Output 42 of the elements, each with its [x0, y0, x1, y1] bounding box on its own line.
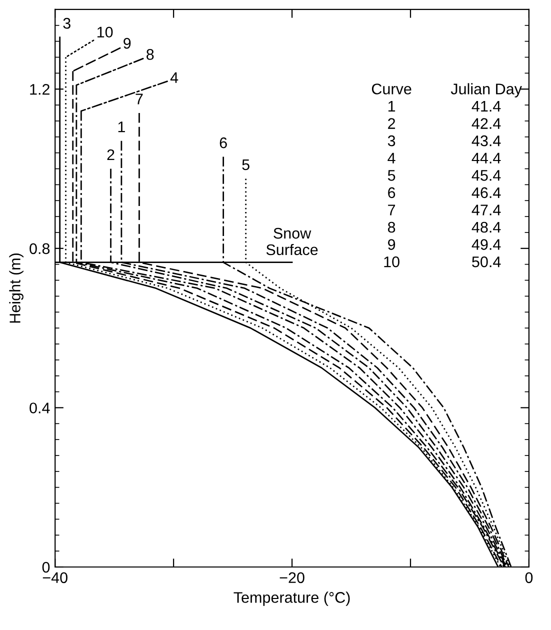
annotation: Julian Day	[450, 83, 522, 98]
annotation: 43.4	[472, 135, 501, 146]
annotation: 45.4	[472, 170, 501, 181]
legend-label: 3	[63, 18, 70, 29]
x-tick-label: −40	[42, 572, 68, 584]
annotation: 2	[388, 118, 396, 129]
annotation: 1	[388, 101, 396, 112]
legend-label: 8	[146, 49, 154, 60]
annotation: 6	[388, 187, 396, 198]
annotation: 9	[388, 239, 396, 250]
annotation: 8	[388, 222, 396, 233]
legend-label: 9	[124, 38, 131, 49]
series-label: 2	[107, 149, 114, 160]
text: 10	[97, 26, 113, 38]
annotation: 7	[388, 204, 396, 216]
series-label: 7	[136, 94, 143, 104]
annotation: 4	[388, 152, 396, 164]
annotation: 41.4	[472, 101, 501, 112]
y-tick-label: 0.8	[30, 243, 50, 254]
annotation: 5	[388, 170, 396, 181]
annotation: 44.4	[472, 152, 501, 164]
annotation: Curve	[372, 84, 412, 94]
series-label: 6	[220, 137, 227, 148]
annotation: 48.4	[472, 222, 501, 233]
y-tick-label: 0.4	[30, 402, 50, 414]
annotation: 46.4	[472, 187, 501, 198]
annotation: Snow Surface	[266, 228, 318, 256]
y-axis-title: Height (m)	[9, 254, 24, 323]
annotation: 42.4	[472, 118, 501, 129]
annotation: 50.4	[472, 256, 501, 268]
x-tick-label: 0	[525, 572, 533, 584]
y-tick-label: 1.2	[30, 84, 50, 95]
series-label: 1	[118, 122, 125, 132]
annotation: 3	[388, 135, 396, 146]
x-axis-title: Temperature (°C)	[234, 592, 350, 606]
legend-label: 4	[170, 72, 178, 83]
annotation: 10	[384, 256, 400, 268]
series-label: 5	[242, 159, 250, 170]
y-tick-label: 0	[42, 562, 50, 573]
x-tick-label: −20	[280, 572, 304, 584]
annotation: 49.4	[472, 239, 501, 250]
annotation: 47.4	[472, 204, 501, 216]
